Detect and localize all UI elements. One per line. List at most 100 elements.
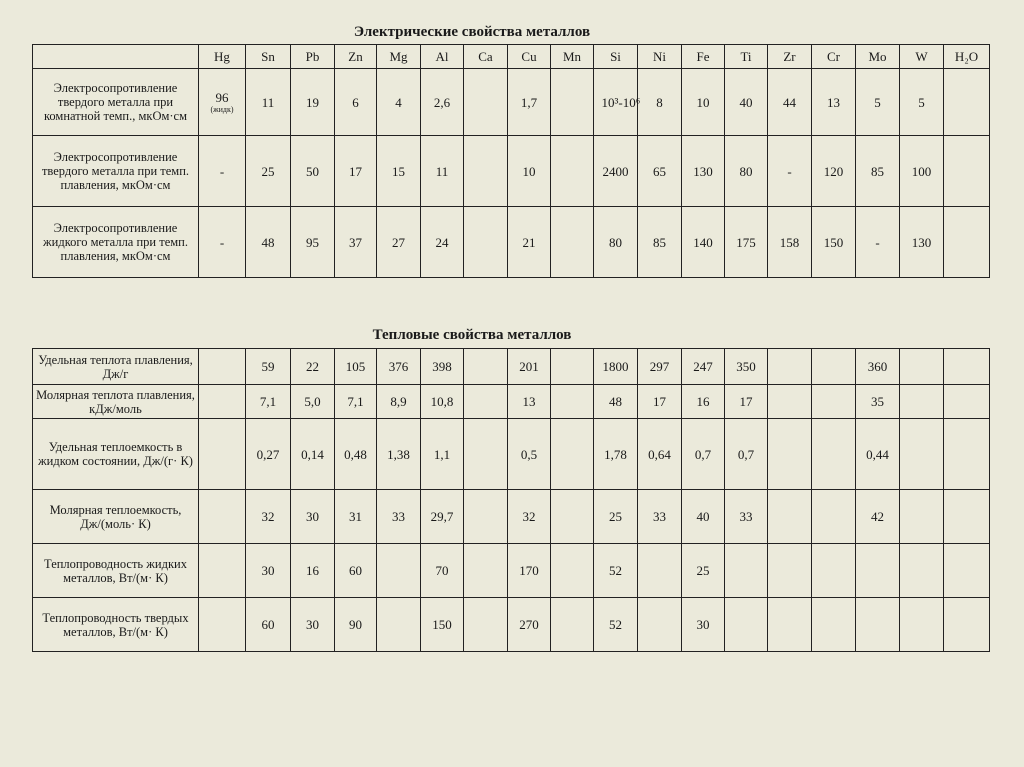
- table-cell: 33: [724, 489, 768, 544]
- table-row: Удельная теплоемкость в жидком состоянии…: [32, 418, 990, 490]
- column-header: Hg: [198, 44, 246, 69]
- table-cell: 2400: [593, 135, 638, 207]
- row-label: Теплопроводность жидких металлов, Вт/(м·…: [32, 543, 199, 598]
- table-cell: 80: [593, 206, 638, 278]
- table-cell: 27: [376, 206, 421, 278]
- table-cell: 30: [245, 543, 291, 598]
- table-cell: 33: [376, 489, 421, 544]
- table-cell: [899, 489, 944, 544]
- table-cell: [943, 489, 990, 544]
- table-cell: 32: [507, 489, 551, 544]
- table-cell: 8,9: [376, 384, 421, 419]
- column-header: Mg: [376, 44, 421, 69]
- table-cell: 40: [681, 489, 725, 544]
- table-cell: [943, 543, 990, 598]
- cell-note: (жидк): [210, 105, 234, 114]
- table-cell: [463, 418, 508, 490]
- table-cell: 90: [334, 597, 377, 652]
- table-cell: 0,44: [855, 418, 900, 490]
- table-cell: [943, 348, 990, 385]
- table-cell: 8: [637, 68, 682, 136]
- table-cell: [550, 597, 594, 652]
- table-cell: [463, 597, 508, 652]
- table-cell: 17: [724, 384, 768, 419]
- table-cell: 5,0: [290, 384, 335, 419]
- table-cell: [463, 206, 508, 278]
- table-cell: 2,6: [420, 68, 464, 136]
- table-cell: [899, 384, 944, 419]
- table-cell: 6: [334, 68, 377, 136]
- table-cell: 170: [507, 543, 551, 598]
- column-header: Cr: [811, 44, 856, 69]
- table-cell: 60: [245, 597, 291, 652]
- table-cell: [943, 418, 990, 490]
- cell-value: 10³-10⁶: [601, 94, 641, 110]
- row-label: Теплопроводность твердых металлов, Вт/(м…: [32, 597, 199, 652]
- table-cell: [550, 206, 594, 278]
- column-header: Zr: [767, 44, 812, 69]
- table-cell: 175: [724, 206, 768, 278]
- column-header: Pb: [290, 44, 335, 69]
- table-cell: 11: [420, 135, 464, 207]
- table-cell: 0,64: [637, 418, 682, 490]
- row-label: Молярная теплоемкость, Дж/(моль· К): [32, 489, 199, 544]
- table-cell: [767, 418, 812, 490]
- table-cell: 50: [290, 135, 335, 207]
- table-cell: 13: [811, 68, 856, 136]
- table-cell: 37: [334, 206, 377, 278]
- header-row: Hg Sn Pb Zn Mg Al Ca Cu Mn Si Ni Fe Ti Zr Cr Mo W H₂O: [32, 44, 990, 69]
- table-cell: 17: [637, 384, 682, 419]
- table-cell: 140: [681, 206, 725, 278]
- table-cell: 44: [767, 68, 812, 136]
- table-cell: [724, 543, 768, 598]
- table-cell: 120: [811, 135, 856, 207]
- table-row: Электросопротивление твердого металла пр…: [32, 68, 990, 136]
- table-cell: [198, 384, 246, 419]
- table-cell: [376, 597, 421, 652]
- table-cell: 1,78: [593, 418, 638, 490]
- column-header: Sn: [245, 44, 291, 69]
- table-cell: 0,14: [290, 418, 335, 490]
- table-cell: 80: [724, 135, 768, 207]
- electrical-properties-table: Hg Sn Pb Zn Mg Al Ca Cu Mn Si Ni Fe Ti Zr Cr Mo W H₂O Элек…: [32, 44, 990, 278]
- row-label: Удельная теплота плавления, Дж/г: [32, 348, 199, 385]
- table-cell: 52: [593, 543, 638, 598]
- table-cell: 150: [811, 206, 856, 278]
- table-row: Теплопроводность твердых металлов, Вт/(м…: [32, 597, 990, 652]
- table-cell: 0,27: [245, 418, 291, 490]
- table-cell: 42: [855, 489, 900, 544]
- row-label: Электросопротивление жидкого металла при…: [32, 206, 199, 278]
- table-cell: [637, 543, 682, 598]
- table-cell: 65: [637, 135, 682, 207]
- table-cell: 19: [290, 68, 335, 136]
- table-row: Удельная теплота плавления, Дж/г 59 22 105 3…: [32, 348, 990, 385]
- column-header: Mn: [550, 44, 594, 69]
- table-cell: 398: [420, 348, 464, 385]
- table-cell: 96 (жидк): [198, 68, 246, 136]
- table-cell: 30: [290, 489, 335, 544]
- table-cell: 158: [767, 206, 812, 278]
- table-cell: [811, 348, 856, 385]
- column-header: H₂O: [943, 44, 990, 69]
- table-cell: [899, 418, 944, 490]
- table-cell: 17: [334, 135, 377, 207]
- row-label: Электросопротивление твердого металла пр…: [32, 68, 199, 136]
- table-cell: [855, 543, 900, 598]
- electrical-table-title: Электрические свойства металлов: [353, 24, 591, 40]
- table-cell: 85: [855, 135, 900, 207]
- row-label: Молярная теплота плавления, кДж/моль: [32, 384, 199, 419]
- table-cell: 40: [724, 68, 768, 136]
- column-header: W: [899, 44, 944, 69]
- table-cell: 25: [593, 489, 638, 544]
- table-cell: 21: [507, 206, 551, 278]
- table-cell: [550, 384, 594, 419]
- column-header: Zn: [334, 44, 377, 69]
- table-cell: [855, 597, 900, 652]
- table-cell: [550, 543, 594, 598]
- table-cell: 48: [593, 384, 638, 419]
- table-cell: 31: [334, 489, 377, 544]
- table-cell: 4: [376, 68, 421, 136]
- table-cell: [463, 348, 508, 385]
- table-cell: [550, 489, 594, 544]
- table-cell: 70: [420, 543, 464, 598]
